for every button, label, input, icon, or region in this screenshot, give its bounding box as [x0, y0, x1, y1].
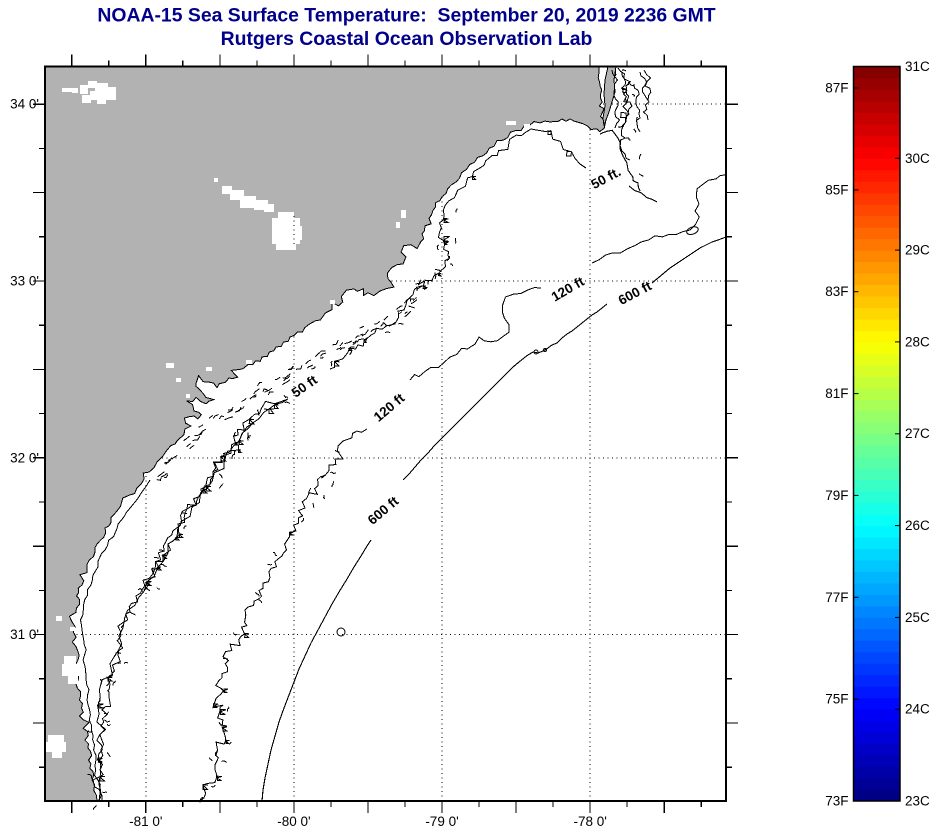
svg-text:26C: 26C — [905, 518, 930, 533]
svg-text:-78 0': -78 0' — [574, 814, 607, 829]
svg-text:32 0': 32 0' — [10, 450, 39, 465]
svg-text:-80 0': -80 0' — [277, 814, 310, 829]
svg-text:85F: 85F — [825, 182, 848, 197]
svg-text:24C: 24C — [905, 702, 930, 717]
svg-text:NOAA-15 Sea Surface Temperatur: NOAA-15 Sea Surface Temperature: Septemb… — [97, 5, 715, 27]
svg-text:83F: 83F — [825, 284, 848, 299]
svg-text:73F: 73F — [825, 794, 848, 809]
svg-text:-81 0': -81 0' — [129, 814, 162, 829]
svg-text:31 0': 31 0' — [10, 627, 39, 642]
svg-text:75F: 75F — [825, 692, 848, 707]
svg-text:29C: 29C — [905, 243, 930, 258]
svg-text:27C: 27C — [905, 426, 930, 441]
svg-text:81F: 81F — [825, 386, 848, 401]
svg-text:34 0': 34 0' — [10, 97, 39, 112]
svg-text:25C: 25C — [905, 610, 930, 625]
svg-text:Rutgers Coastal Ocean Observat: Rutgers Coastal Ocean Observation Lab — [221, 28, 593, 50]
svg-text:33 0': 33 0' — [10, 274, 39, 289]
svg-text:79F: 79F — [825, 488, 848, 503]
svg-text:87F: 87F — [825, 81, 848, 96]
svg-text:-79 0': -79 0' — [425, 814, 458, 829]
svg-text:31C: 31C — [905, 59, 930, 74]
svg-text:23C: 23C — [905, 794, 930, 809]
svg-text:77F: 77F — [825, 590, 848, 605]
svg-text:28C: 28C — [905, 334, 930, 349]
svg-text:30C: 30C — [905, 151, 930, 166]
